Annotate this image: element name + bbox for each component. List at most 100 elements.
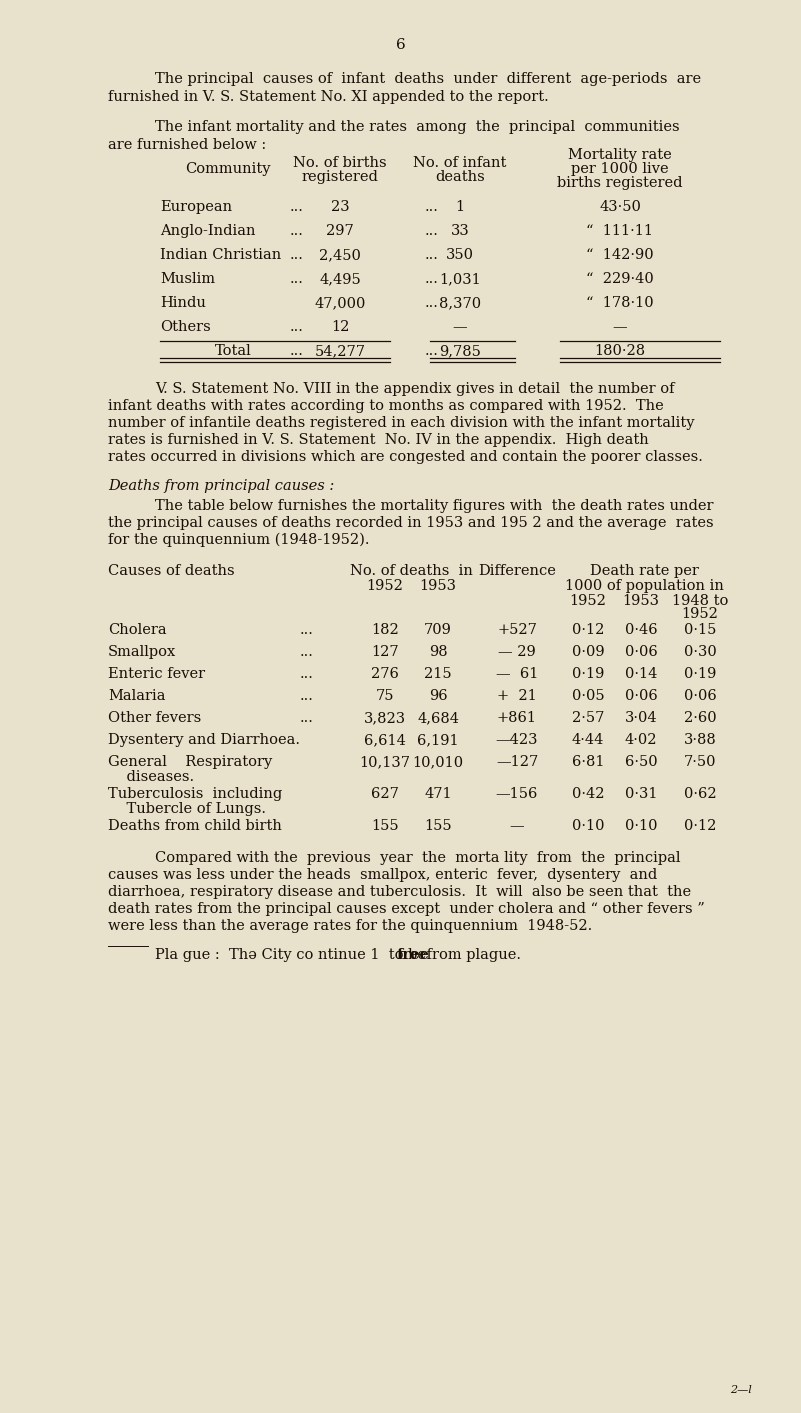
Text: 8,370: 8,370 <box>439 295 481 309</box>
Text: —127: —127 <box>496 755 538 769</box>
Text: 23: 23 <box>331 201 349 213</box>
Text: No. of births: No. of births <box>293 155 387 170</box>
Text: 127: 127 <box>371 644 399 658</box>
Text: The principal  causes of  infant  deaths  under  different  age-periods  are: The principal causes of infant deaths un… <box>155 72 701 86</box>
Text: from plague.: from plague. <box>421 948 521 962</box>
Text: deaths: deaths <box>435 170 485 184</box>
Text: “  142·90: “ 142·90 <box>586 249 654 261</box>
Text: 1952: 1952 <box>367 579 404 593</box>
Text: 0·09: 0·09 <box>572 644 604 658</box>
Text: free: free <box>396 948 429 962</box>
Text: 276: 276 <box>371 667 399 681</box>
Text: death rates from the principal causes except  under cholera and “ other fevers ”: death rates from the principal causes ex… <box>108 901 705 916</box>
Text: rates occurred in divisions which are congested and contain the poorer classes.: rates occurred in divisions which are co… <box>108 449 702 463</box>
Text: 43·50: 43·50 <box>599 201 641 213</box>
Text: per 1000 live: per 1000 live <box>571 162 669 177</box>
Text: 155: 155 <box>371 820 399 834</box>
Text: 0·06: 0·06 <box>625 690 658 704</box>
Text: 9,785: 9,785 <box>439 343 481 357</box>
Text: —: — <box>453 319 467 333</box>
Text: ...: ... <box>290 343 304 357</box>
Text: births registered: births registered <box>557 177 682 189</box>
Text: Deaths from principal causes :: Deaths from principal causes : <box>108 479 334 493</box>
Text: “  111·11: “ 111·11 <box>586 225 654 237</box>
Text: +  21: + 21 <box>497 690 537 704</box>
Text: 2·57: 2·57 <box>572 711 604 725</box>
Text: diarrhoea, respiratory disease and tuberculosis.  It  will  also be seen that  t: diarrhoea, respiratory disease and tuber… <box>108 885 691 899</box>
Text: Anglo-Indian: Anglo-Indian <box>160 225 256 237</box>
Text: “  178·10: “ 178·10 <box>586 295 654 309</box>
Text: ...: ... <box>425 271 439 285</box>
Text: 2,450: 2,450 <box>319 249 361 261</box>
Text: Dysentery and Diarrhoea.: Dysentery and Diarrhoea. <box>108 733 300 747</box>
Text: Hindu: Hindu <box>160 295 206 309</box>
Text: 3·04: 3·04 <box>625 711 658 725</box>
Text: Malaria: Malaria <box>108 690 166 704</box>
Text: 350: 350 <box>446 249 474 261</box>
Text: V. S. Statement No. VIII in the appendix gives in detail  the number of: V. S. Statement No. VIII in the appendix… <box>155 382 674 396</box>
Text: ...: ... <box>290 249 304 261</box>
Text: 709: 709 <box>424 623 452 637</box>
Text: for the quinquennium (1948-1952).: for the quinquennium (1948-1952). <box>108 533 369 547</box>
Text: registered: registered <box>301 170 378 184</box>
Text: No. of infant: No. of infant <box>413 155 507 170</box>
Text: 0·15: 0·15 <box>684 623 716 637</box>
Text: Death rate per: Death rate per <box>590 564 698 578</box>
Text: Difference: Difference <box>478 564 556 578</box>
Text: The infant mortality and the rates  among  the  principal  communities: The infant mortality and the rates among… <box>155 120 679 134</box>
Text: the principal causes of deaths recorded in 1953 and 195 2 and the average  rates: the principal causes of deaths recorded … <box>108 516 714 530</box>
Text: 1952: 1952 <box>570 593 606 608</box>
Text: 4,495: 4,495 <box>319 271 361 285</box>
Text: Others: Others <box>160 319 211 333</box>
Text: ...: ... <box>290 225 304 237</box>
Text: Muslim: Muslim <box>160 271 215 285</box>
Text: 12: 12 <box>331 319 349 333</box>
Text: rates is furnished in V. S. Statement  No. IV in the appendix.  High death: rates is furnished in V. S. Statement No… <box>108 432 649 447</box>
Text: —: — <box>613 319 627 333</box>
Text: 3·88: 3·88 <box>683 733 716 747</box>
Text: 96: 96 <box>429 690 447 704</box>
Text: ...: ... <box>300 644 314 658</box>
Text: 1953: 1953 <box>622 593 659 608</box>
Text: 1: 1 <box>456 201 465 213</box>
Text: ...: ... <box>425 343 439 357</box>
Text: ...: ... <box>425 295 439 309</box>
Text: Deaths from child birth: Deaths from child birth <box>108 820 282 834</box>
Text: —156: —156 <box>496 787 538 801</box>
Text: 4·02: 4·02 <box>625 733 658 747</box>
Text: 182: 182 <box>371 623 399 637</box>
Text: Indian Christian: Indian Christian <box>160 249 281 261</box>
Text: 3,823: 3,823 <box>364 711 406 725</box>
Text: ...: ... <box>290 319 304 333</box>
Text: 6·50: 6·50 <box>625 755 658 769</box>
Text: Community: Community <box>185 162 271 177</box>
Text: ...: ... <box>425 225 439 237</box>
Text: 0·46: 0·46 <box>625 623 658 637</box>
Text: ...: ... <box>290 271 304 285</box>
Text: The table below furnishes the mortality figures with  the death rates under: The table below furnishes the mortality … <box>155 499 714 513</box>
Text: ...: ... <box>425 201 439 213</box>
Text: 47,000: 47,000 <box>314 295 366 309</box>
Text: 0·30: 0·30 <box>683 644 716 658</box>
Text: 1,031: 1,031 <box>439 271 481 285</box>
Text: Enteric fever: Enteric fever <box>108 667 205 681</box>
Text: 0·05: 0·05 <box>572 690 604 704</box>
Text: 33: 33 <box>451 225 469 237</box>
Text: 10,010: 10,010 <box>413 755 464 769</box>
Text: 0·42: 0·42 <box>572 787 604 801</box>
Text: — 29: — 29 <box>498 644 536 658</box>
Text: —423: —423 <box>496 733 538 747</box>
Text: Cholera: Cholera <box>108 623 167 637</box>
Text: Total: Total <box>215 343 252 357</box>
Text: 471: 471 <box>425 787 452 801</box>
Text: Other fevers: Other fevers <box>108 711 201 725</box>
Text: 0·06: 0·06 <box>625 644 658 658</box>
Text: number of infantile deaths registered in each division with the infant mortality: number of infantile deaths registered in… <box>108 415 694 430</box>
Text: ...: ... <box>300 711 314 725</box>
Text: General    Respiratory: General Respiratory <box>108 755 272 769</box>
Text: 7·50: 7·50 <box>684 755 716 769</box>
Text: —  61: — 61 <box>496 667 538 681</box>
Text: 2·60: 2·60 <box>684 711 716 725</box>
Text: 6·81: 6·81 <box>572 755 604 769</box>
Text: diseases.: diseases. <box>108 770 194 784</box>
